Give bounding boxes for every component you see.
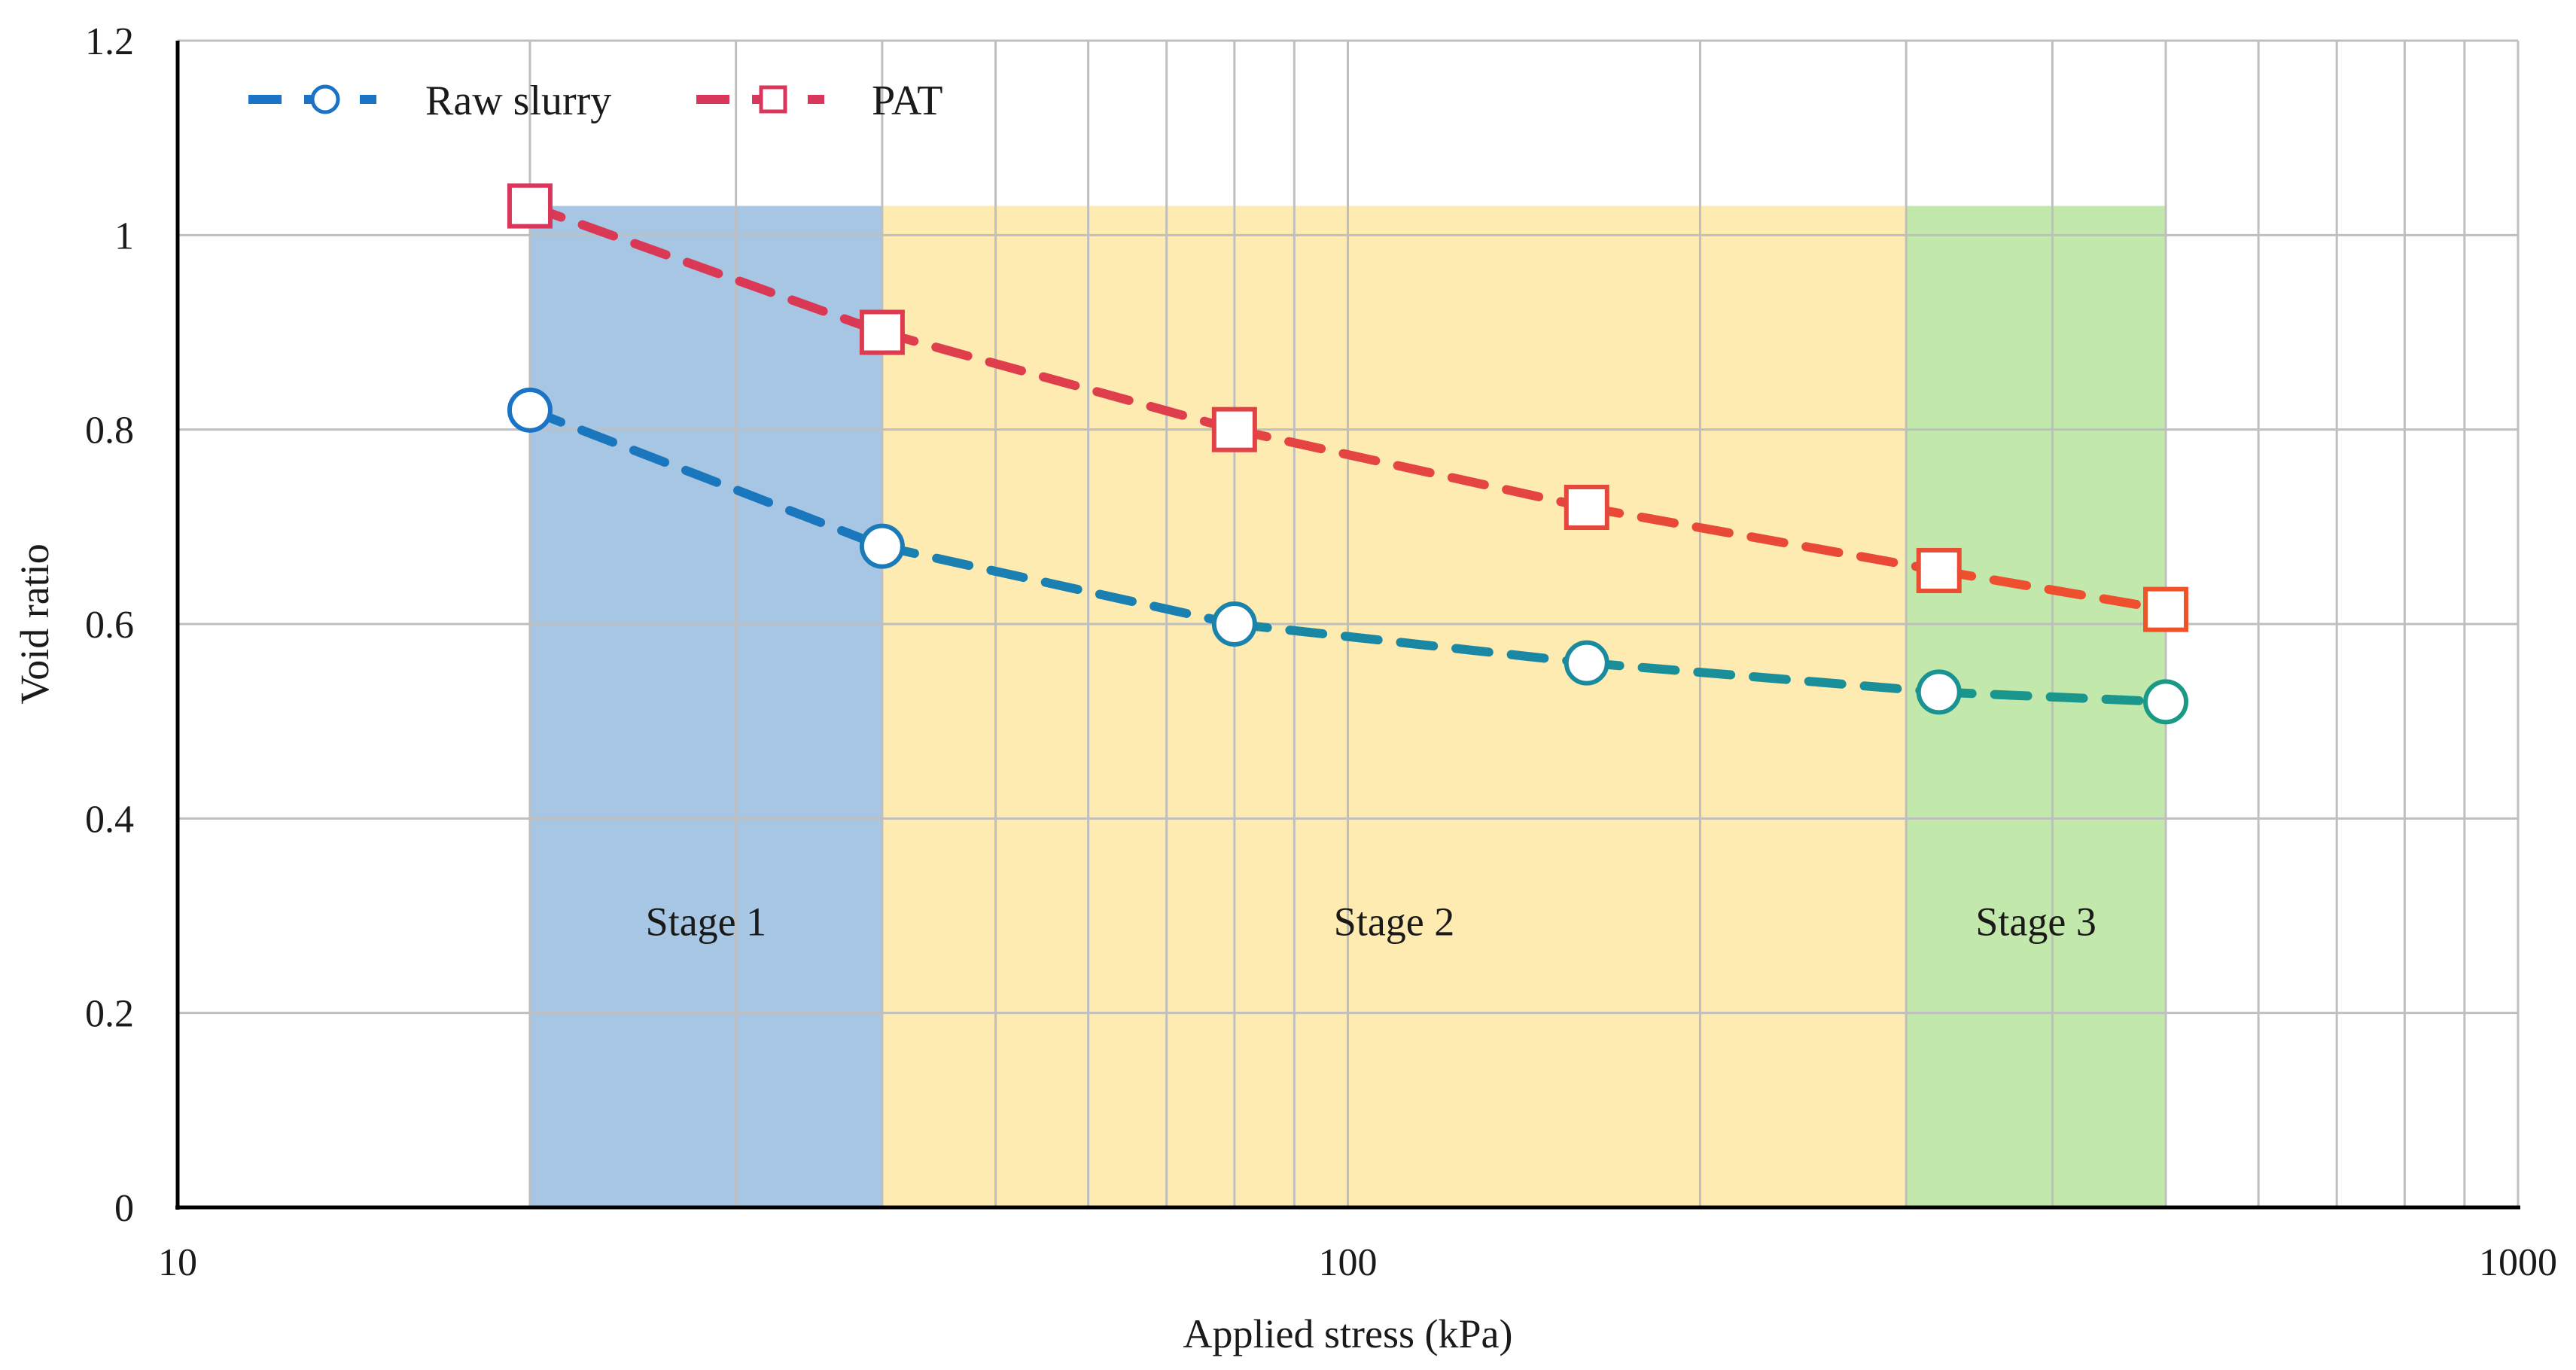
stage-label-stage-1: Stage 1 bbox=[646, 899, 766, 944]
series-pat-point bbox=[1211, 406, 1257, 452]
legend-pat-label: PAT bbox=[872, 78, 942, 124]
series-pat-segment bbox=[1229, 425, 1591, 512]
series-raw-slurry-segment bbox=[1934, 687, 2171, 707]
stage-regions bbox=[529, 206, 2166, 1207]
series-pat-segment bbox=[1934, 565, 2171, 614]
x-axis-title: Applied stress (kPa) bbox=[1183, 1311, 1513, 1356]
series-pat-segment bbox=[1582, 503, 1944, 575]
series-pat-point bbox=[859, 309, 905, 355]
series-raw-slurry-segment bbox=[877, 541, 1239, 629]
y-tick-label: 0 bbox=[114, 1187, 134, 1230]
legend: Raw slurry PAT bbox=[248, 78, 942, 124]
data-series bbox=[507, 183, 2189, 725]
series-raw-slurry-point bbox=[2143, 679, 2189, 725]
legend-raw-slurry-marker bbox=[310, 84, 340, 114]
legend-raw-slurry-label: Raw slurry bbox=[425, 78, 611, 124]
x-tick-label: 100 bbox=[1319, 1241, 1378, 1284]
stage-labels: Stage 1 Stage 2 Stage 3 bbox=[646, 899, 2096, 944]
axes bbox=[175, 41, 2520, 1210]
series-pat-point bbox=[2143, 586, 2189, 632]
legend-pat-marker bbox=[759, 85, 787, 114]
y-tick-label: 0.2 bbox=[85, 993, 134, 1036]
x-tick-label: 1000 bbox=[2479, 1241, 2557, 1284]
series-pat-segment bbox=[877, 327, 1239, 434]
tick-labels: 0 0.2 0.4 0.6 0.8 1 1.2 10 100 1000 bbox=[85, 20, 2557, 1284]
x-tick-label: 10 bbox=[158, 1241, 197, 1284]
series-raw-slurry-point bbox=[1916, 669, 1962, 715]
y-tick-label: 0.8 bbox=[85, 409, 134, 452]
y-tick-label: 1 bbox=[114, 215, 134, 257]
series-pat-point bbox=[1916, 547, 1962, 593]
stage-label-stage-3: Stage 3 bbox=[1975, 899, 2096, 944]
series-raw-slurry-segment bbox=[1229, 620, 1591, 668]
series-pat-segment bbox=[525, 201, 887, 337]
series-raw-slurry-point bbox=[859, 523, 905, 569]
series-raw-slurry-point bbox=[1211, 601, 1257, 647]
stage-label-stage-2: Stage 2 bbox=[1334, 899, 1454, 944]
series-pat-point bbox=[1564, 485, 1609, 530]
y-tick-label: 0.6 bbox=[85, 604, 134, 647]
series-raw-slurry-segment bbox=[1582, 658, 1944, 697]
series-raw-slurry-point bbox=[507, 387, 553, 433]
y-tick-label: 0.4 bbox=[85, 798, 134, 841]
stage-region-stage-2 bbox=[882, 206, 1907, 1207]
y-tick-label: 1.2 bbox=[85, 20, 134, 63]
y-axis-title: Void ratio bbox=[12, 543, 57, 705]
series-pat-point bbox=[507, 183, 553, 229]
gridlines bbox=[178, 39, 2520, 1207]
series-raw-slurry-point bbox=[1564, 640, 1609, 686]
series-raw-slurry-segment bbox=[525, 405, 887, 551]
stage-region-stage-1 bbox=[529, 206, 882, 1207]
